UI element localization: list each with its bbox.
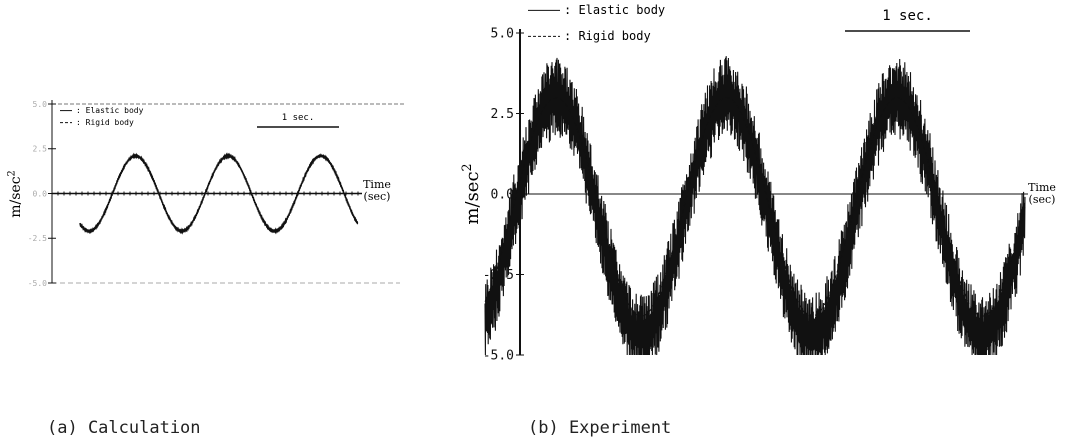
y-tick-label-0-1: 2.5 [33,145,48,154]
scale-bar-label-1: 1 sec. [882,8,933,24]
y-tick-label-0-2: 0.0 [33,189,48,198]
y-tick-label-0-4: -5.0 [28,279,47,288]
legend-label-0-1: : Rigid body [76,118,134,127]
y-tick-label-0-3: -2.5 [28,234,47,243]
y-tick-label-1-1: 2.5 [491,107,514,122]
y-axis-label-1: m/sec2 [459,163,483,224]
series-elastic-body-0 [79,152,359,235]
x-axis-unit-0: (sec) [364,190,391,203]
scale-bar-label-0: 1 sec. [282,113,315,123]
legend-label-1-0: : Elastic body [564,3,665,17]
x-axis-unit-1: (sec) [1029,193,1056,206]
series-rigid-body-1 [484,96,1026,317]
y-tick-label-1-2: 0.0 [491,188,514,203]
legend-label-1-1: : Rigid body [564,29,651,43]
legend-label-0-0: : Elastic body [76,106,144,115]
x-axis-label-0: Time [363,178,391,191]
series-elastic-body-1 [484,56,1026,356]
y-axis-label-0: m/sec2 [6,170,24,218]
caption-experiment: (b) Experiment [528,418,672,438]
y-tick-label-1-0: 5.0 [491,27,514,42]
caption-calculation: (a) Calculation [47,418,201,438]
y-tick-label-0-0: 5.0 [33,100,48,109]
y-tick-label-1-4: -5.0 [483,349,514,364]
x-axis-label-1: Time [1028,181,1056,194]
